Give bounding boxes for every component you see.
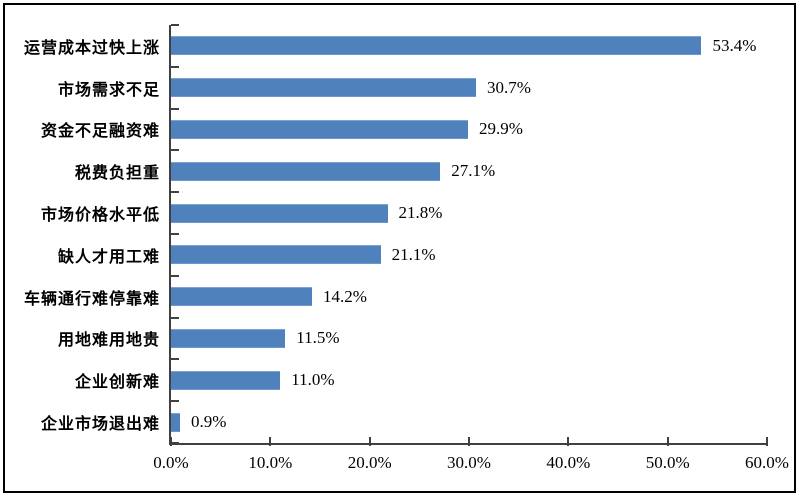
category-label: 车辆通行难停靠难	[23, 290, 160, 308]
y-axis-tick	[171, 24, 179, 26]
x-tick-label: 10.0%	[248, 453, 293, 472]
bar	[171, 412, 180, 432]
x-tick-label: 0.0%	[153, 453, 189, 472]
bar-row: 资金不足融资难 29.9%	[41, 109, 767, 151]
value-label: 29.9%	[479, 119, 523, 139]
value-label: 53.4%	[712, 35, 757, 55]
bar	[171, 203, 388, 223]
bar	[171, 78, 476, 98]
y-axis-tick	[171, 65, 179, 68]
bar	[171, 370, 281, 390]
category-label: 市场需求不足	[57, 81, 160, 99]
x-axis-tick	[170, 437, 172, 446]
x-axis-tick	[567, 437, 570, 446]
bar-row: 运营成本过快上涨 53.4%	[24, 25, 767, 67]
bar	[171, 36, 702, 56]
x-axis-tick	[766, 437, 768, 446]
x-tick-label: 60.0%	[745, 453, 789, 472]
category-label: 运营成本过快上涨	[23, 39, 160, 57]
bar	[171, 287, 313, 307]
bar-row: 税费负担重 27.1%	[75, 150, 767, 192]
category-label: 企业创新难	[74, 374, 160, 392]
value-label: 11.5%	[296, 328, 340, 348]
bar-row: 用地难用地贵 11.5%	[58, 318, 767, 360]
category-label: 缺人才用工难	[57, 248, 160, 266]
value-label: 14.2%	[323, 286, 367, 306]
y-axis-tick	[171, 191, 179, 194]
value-label: 30.7%	[486, 77, 531, 97]
y-axis-tick	[171, 274, 179, 277]
value-label: 21.8%	[398, 203, 443, 223]
category-label: 用地难用地贵	[57, 332, 160, 350]
value-label: 0.9%	[190, 412, 227, 432]
bar-rows: 运营成本过快上涨 53.4% 市场需求不足 30.7% 资金不足融资难 29.9…	[24, 25, 767, 443]
x-axis-tick	[368, 437, 371, 446]
x-tick-label: 40.0%	[546, 453, 591, 472]
x-axis-labels: 0.0% 10.0% 20.0% 30.0% 40.0% 50.0% 60.0%	[153, 453, 789, 475]
value-label: 21.1%	[391, 244, 436, 264]
category-label: 市场价格水平低	[40, 207, 160, 225]
x-tick-label: 30.0%	[447, 453, 491, 472]
bar-row: 市场需求不足 30.7%	[58, 67, 767, 109]
y-axis-tick	[171, 233, 179, 235]
bar-row: 车辆通行难停靠难 14.2%	[24, 276, 767, 318]
value-label: 27.1%	[451, 161, 496, 181]
x-axis-tick	[666, 437, 669, 446]
bar	[171, 119, 468, 139]
plot-area: 运营成本过快上涨 53.4% 市场需求不足 30.7% 资金不足融资难 29.9…	[24, 24, 789, 472]
category-label: 税费负担重	[74, 165, 160, 183]
x-axis-tick	[468, 437, 470, 446]
bar-row: 缺人才用工难 21.1%	[58, 234, 767, 276]
y-axis-tick	[171, 149, 179, 152]
bar-row: 企业创新难 11.0%	[75, 359, 767, 401]
bar-row: 市场价格水平低 21.8%	[41, 192, 767, 234]
y-axis-tick	[171, 358, 179, 361]
x-tick-label: 20.0%	[347, 453, 392, 472]
x-axis-tick	[269, 437, 272, 446]
bar-row: 企业市场退出难 0.9%	[41, 401, 767, 443]
y-axis-tick	[171, 400, 179, 403]
bar	[171, 161, 441, 181]
y-axis-tick	[171, 107, 179, 110]
bar	[171, 328, 286, 348]
category-label: 企业市场退出难	[40, 416, 160, 434]
bar	[171, 245, 381, 265]
x-tick-label: 50.0%	[645, 453, 690, 472]
category-label: 资金不足融资难	[40, 123, 160, 141]
y-axis-tick	[171, 316, 179, 319]
value-label: 11.0%	[291, 370, 335, 390]
y-axis-tick	[171, 442, 179, 444]
